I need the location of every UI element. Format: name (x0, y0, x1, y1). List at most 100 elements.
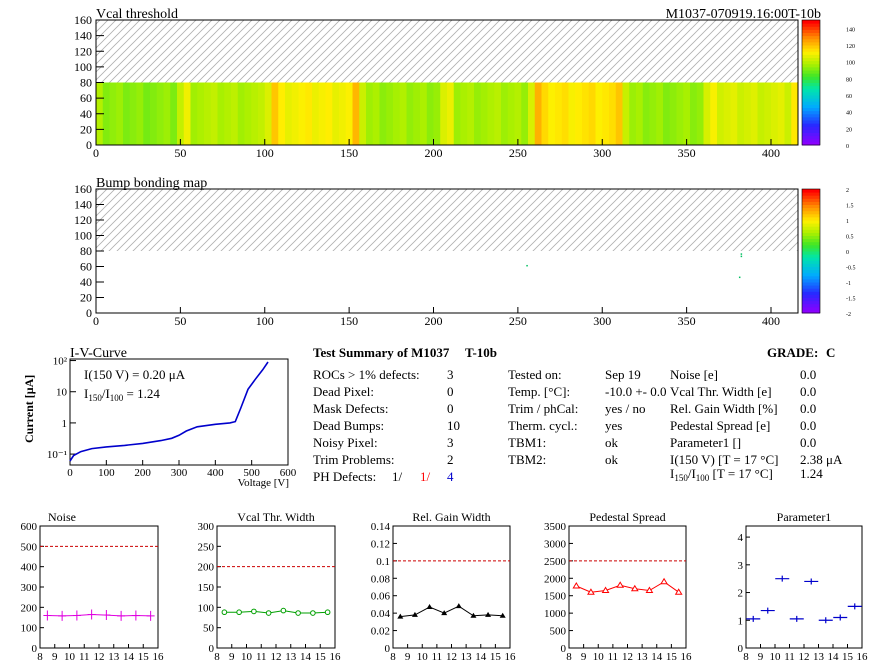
y-tick-label: 120 (74, 213, 92, 227)
palette-cell (802, 241, 820, 246)
x-tick-label: 16 (857, 651, 869, 663)
y-tick-label: 120 (74, 44, 92, 58)
x-tick-label: 10 (241, 651, 253, 663)
y-tick-label: 1000 (544, 608, 567, 620)
test-summary: Test Summary of M1037 T-10b GRADE: C PH … (313, 345, 843, 484)
data-point (280, 607, 287, 614)
palette-cell (802, 32, 820, 37)
summary-left-label: Dead Pixel: (313, 384, 374, 399)
x-tick-label: 9 (758, 651, 764, 663)
map-stripe (750, 82, 758, 145)
x-tick-label: 350 (678, 314, 696, 328)
summary-right-label: Pedestal Spread [e] (670, 418, 770, 433)
map-stripe (129, 82, 137, 145)
palette-cell (802, 257, 820, 261)
palette-label: 0 (846, 144, 849, 150)
y-tick-label: 0 (738, 643, 744, 655)
x-tick-label: 10 (417, 651, 429, 663)
map-stripe (683, 82, 691, 145)
map-stripe (487, 82, 495, 145)
hatched-area (96, 189, 798, 251)
x-tick-label: 9 (52, 651, 58, 663)
map-stripe (109, 82, 117, 145)
hatched-area (96, 20, 798, 83)
y-tick-label: 4 (738, 532, 744, 544)
data-point (616, 581, 625, 588)
palette-cell (802, 247, 820, 252)
summary-right-value: 2.38 μA (800, 452, 843, 467)
data-point (411, 611, 418, 617)
map-stripe (649, 82, 657, 145)
map-stripe (507, 82, 515, 145)
x-tick-label: 9 (405, 651, 411, 663)
summary-middle-value: yes (605, 418, 622, 433)
map-title: Vcal threshold (96, 7, 178, 22)
iv-y-tick-label: 1 (62, 418, 68, 430)
iv-x-tick-label: 300 (171, 467, 188, 479)
map-stripe (332, 82, 340, 145)
map-stripe (278, 82, 286, 145)
y-tick-label: 0 (86, 306, 92, 320)
y-tick-label: 0 (86, 138, 92, 152)
map-stripe (298, 82, 306, 145)
palette-cell (802, 213, 820, 218)
palette-cell (802, 54, 820, 58)
y-tick-label: 160 (74, 182, 92, 196)
palette-cell (802, 26, 820, 30)
palette-cell (802, 23, 820, 27)
palette-cell (802, 291, 820, 295)
x-tick-label: 14 (828, 651, 840, 663)
map-stripe (642, 82, 650, 145)
y-tick-label: 3000 (544, 538, 567, 550)
palette-cell (802, 95, 820, 99)
palette-label: 80 (846, 77, 852, 83)
palette-cell (802, 57, 820, 62)
map-stripe (150, 82, 158, 145)
x-tick-label: 8 (743, 651, 749, 663)
summary-middle-label: TBM2: (508, 452, 546, 467)
palette-cell (802, 251, 820, 255)
map-stripe (339, 82, 347, 145)
summary-right-value: 0.0 (800, 435, 816, 450)
plot-frame (39, 525, 159, 649)
map-stripe (251, 82, 259, 145)
x-tick-label: 11 (784, 651, 795, 663)
iv-series-line (69, 361, 269, 462)
data-point (146, 610, 155, 621)
y-tick-label: 1500 (544, 591, 567, 603)
map-stripe (737, 82, 745, 145)
x-tick-label: 13 (108, 651, 120, 663)
summary-right-label: Vcal Thr. Width [e] (670, 384, 772, 399)
bump-defect-point (526, 264, 528, 267)
map-stripe (561, 82, 569, 145)
data-point (660, 577, 668, 585)
map-stripe (102, 82, 110, 145)
summary-title: Test Summary of M1037 (313, 345, 450, 360)
x-tick-label: 300 (593, 146, 611, 160)
map-stripe (237, 82, 245, 145)
x-tick-label: 12 (799, 651, 810, 663)
map-stripe (480, 82, 488, 145)
palette-cell (802, 244, 820, 249)
summary-left-value: 10 (447, 418, 460, 433)
palette-label: 40 (846, 111, 852, 117)
palette-cell (802, 201, 820, 205)
map-stripe (541, 82, 549, 145)
module-id-label: M1037-070919.16:00T-10b (666, 7, 821, 22)
summary-left-value: 0 (447, 401, 454, 416)
map-stripe (609, 82, 617, 145)
y-tick-label: 0 (561, 643, 567, 655)
map-stripe (555, 82, 563, 145)
map-stripe (723, 82, 731, 145)
ph-defects-v2: 1/ (420, 469, 431, 484)
x-tick-label: 13 (285, 651, 297, 663)
data-point (102, 610, 111, 621)
y-tick-label: 50 (203, 623, 215, 635)
summary-middle-value: -10.0 +- 0.0 (605, 384, 667, 399)
iv-x-tick-label: 600 (280, 467, 297, 479)
x-tick-label: 10 (64, 651, 76, 663)
iv-x-tick-label: 0 (67, 467, 73, 479)
x-tick-label: 14 (300, 651, 312, 663)
y-tick-label: 500 (21, 541, 38, 553)
ratio-row-label: I150/I100 [T = 17 °C] (670, 466, 773, 483)
